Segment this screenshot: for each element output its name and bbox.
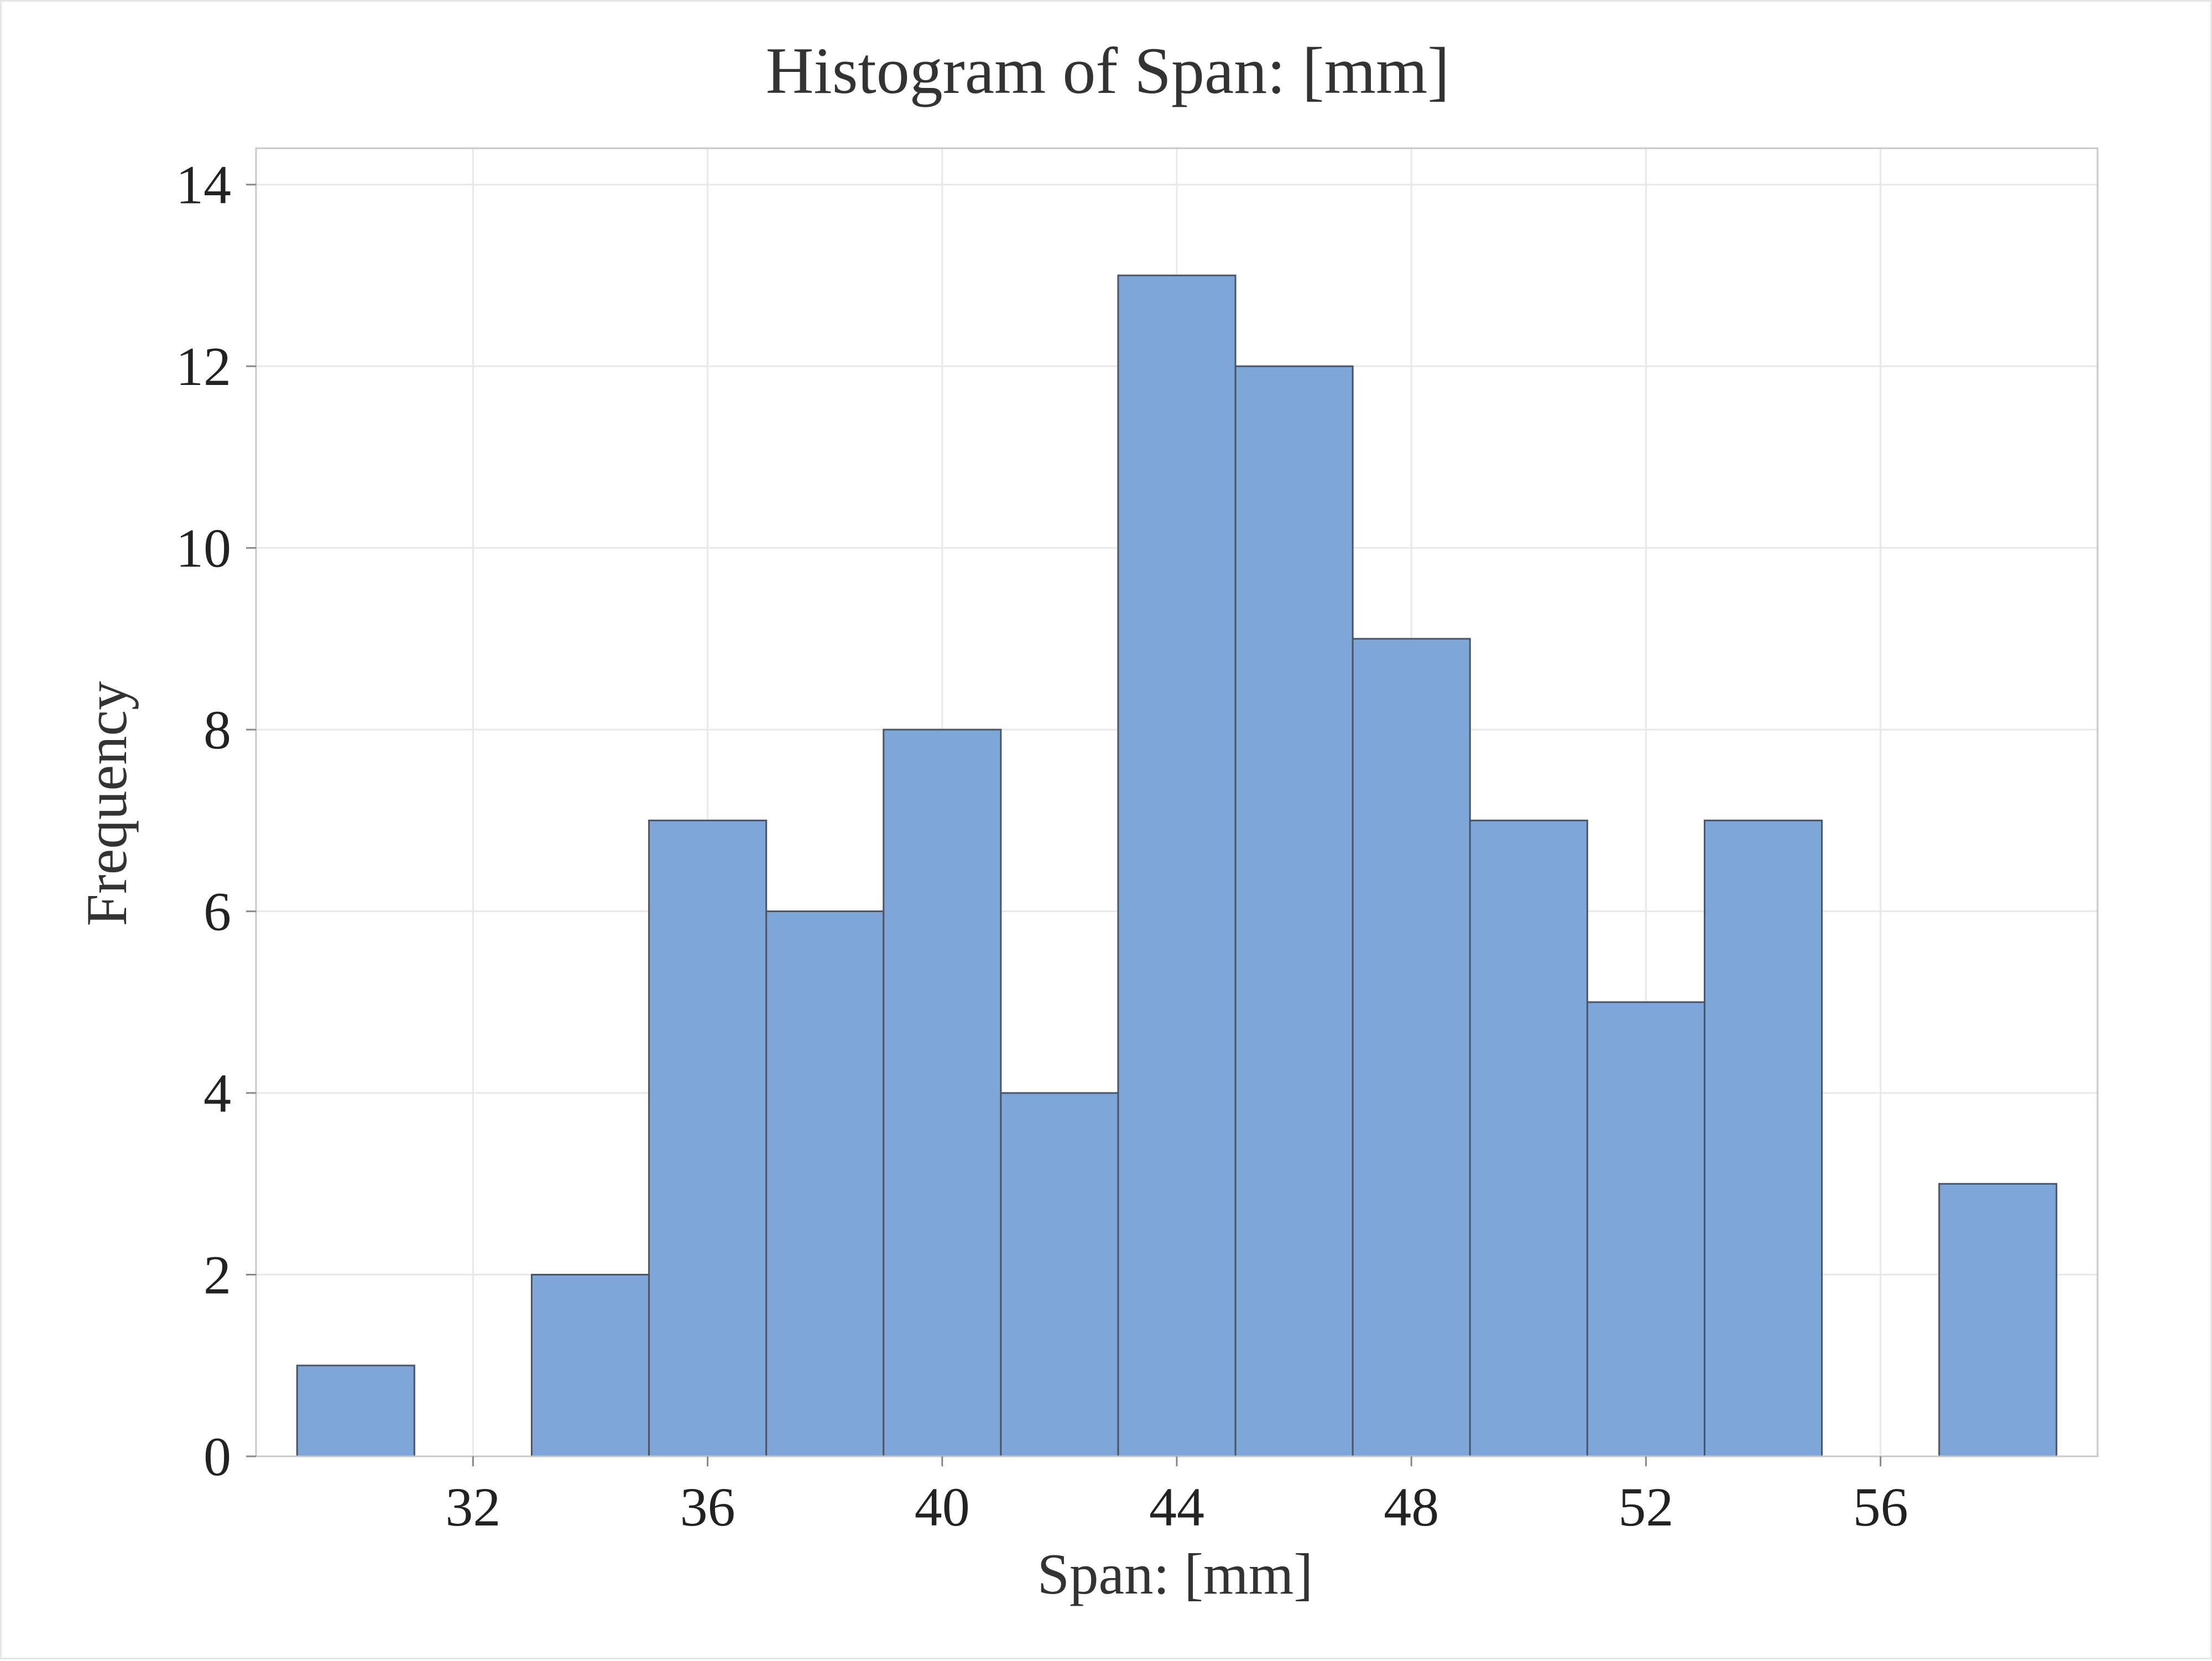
histogram-bar-35-37 [648,819,768,1457]
histogram-bar-41-43 [1000,1092,1119,1457]
histogram-bar-29-31 [296,1365,415,1457]
y-tick-label: 0 [204,1426,231,1487]
x-tick-label: 32 [445,1476,500,1538]
histogram-bar-57-59 [1938,1183,2058,1457]
x-axis-label: Span: [mm] [1037,1542,1313,1606]
x-tick-label: 56 [1853,1476,1908,1538]
bar-layer [296,274,2058,1457]
chart-title: Histogram of Span: [mm] [766,34,1450,107]
y-tick-label: 8 [204,699,231,761]
histogram-bar-39-41 [883,728,1002,1457]
histogram-bar-51-53 [1586,1001,1705,1457]
axis-layer: 0 2 4 6 8 10 12 14 32 36 40 44 48 52 56 [176,154,1908,1538]
y-tick-label: 10 [176,518,231,579]
histogram-bar-33-35 [530,1274,650,1457]
y-tick-label: 2 [204,1245,231,1306]
histogram-bar-49-51 [1469,819,1588,1457]
y-axis-label: Frequency [74,681,139,926]
x-tick-label: 40 [915,1476,970,1538]
x-tick-label: 44 [1149,1476,1204,1538]
x-tick-label: 48 [1384,1476,1439,1538]
x-tick-label: 36 [680,1476,735,1538]
histogram-bar-47-49 [1352,638,1471,1457]
y-tick-label: 4 [204,1063,231,1124]
y-tick-label: 12 [176,336,231,397]
histogram-bar-37-39 [765,910,885,1457]
histogram-bar-43-45 [1117,274,1237,1457]
y-tick-label: 14 [176,154,231,216]
y-tick-label: 6 [204,881,231,943]
x-tick-label: 52 [1618,1476,1673,1538]
histogram-bar-53-55 [1703,819,1823,1457]
histogram-bar-45-47 [1234,365,1354,1457]
